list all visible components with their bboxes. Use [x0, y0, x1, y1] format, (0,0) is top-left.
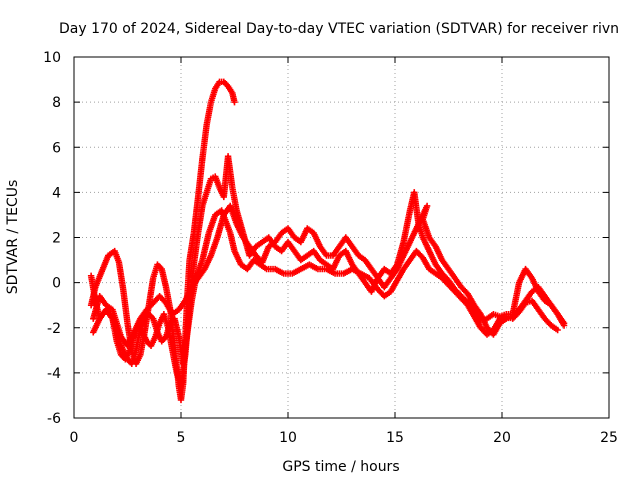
- y-tick-label: 8: [52, 95, 61, 111]
- y-tick-label: 10: [43, 50, 61, 66]
- chart-title: Day 170 of 2024, Sidereal Day-to-day VTE…: [59, 21, 619, 37]
- y-axis-label: SDTVAR / TECUs: [5, 180, 21, 295]
- data-series: [87, 78, 568, 404]
- y-tick-label: 4: [52, 185, 61, 201]
- axis-ticks: 0 5 10 15 20 25 -6 -4 -2 0 2 4 6 8 10: [43, 50, 618, 446]
- data-point: [560, 322, 568, 329]
- x-tick-label: 25: [600, 430, 618, 446]
- y-tick-label: -6: [47, 411, 61, 427]
- y-tick-label: -4: [47, 366, 61, 382]
- data-point: [231, 98, 238, 106]
- y-tick-label: 6: [52, 140, 61, 156]
- x-tick-label: 0: [70, 430, 79, 446]
- series-track-d: [90, 202, 568, 349]
- y-tick-label: 0: [52, 276, 61, 292]
- x-axis-label: GPS time / hours: [282, 459, 399, 475]
- x-tick-label: 20: [493, 430, 511, 446]
- x-tick-label: 10: [279, 430, 297, 446]
- grid-lines: [74, 57, 609, 418]
- y-tick-label: -2: [47, 321, 61, 337]
- x-tick-label: 15: [386, 430, 404, 446]
- x-tick-label: 5: [177, 430, 186, 446]
- data-point: [554, 326, 561, 334]
- y-tick-label: 2: [52, 231, 61, 247]
- series-track-b: [87, 207, 561, 368]
